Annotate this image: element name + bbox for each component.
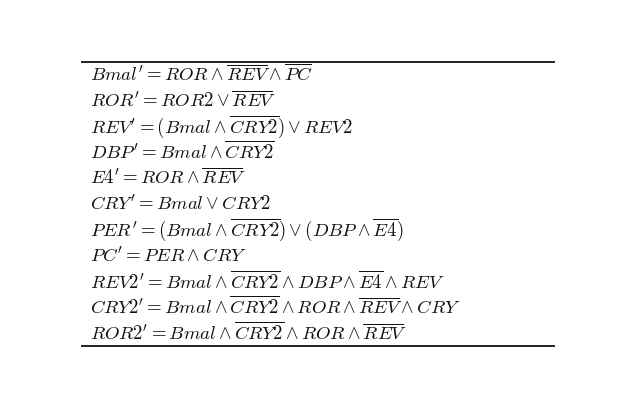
Text: $CRY2' = Bmal \wedge \overline{CRY2} \wedge ROR \wedge \overline{REV} \wedge CRY: $CRY2' = Bmal \wedge \overline{CRY2} \we… (89, 296, 460, 318)
Text: $PC' = PER \wedge CRY$: $PC' = PER \wedge CRY$ (89, 246, 247, 265)
Text: $E4' = ROR \wedge \overline{REV}$: $E4' = ROR \wedge \overline{REV}$ (89, 168, 246, 188)
Text: $REV' = (Bmal \wedge \overline{CRY2}) \vee REV2$: $REV' = (Bmal \wedge \overline{CRY2}) \v… (89, 113, 353, 140)
Text: $DBP' = Bmal \wedge \overline{CRY2}$: $DBP' = Bmal \wedge \overline{CRY2}$ (89, 141, 274, 164)
Text: $ROR2' = Bmal \wedge \overline{CRY2} \wedge ROR \wedge \overline{REV}$: $ROR2' = Bmal \wedge \overline{CRY2} \we… (89, 322, 407, 344)
Text: $PER' = (Bmal \wedge \overline{CRY2}) \vee (DBP \wedge \overline{E4})$: $PER' = (Bmal \wedge \overline{CRY2}) \v… (89, 216, 403, 243)
Text: $ROR' = ROR2 \vee \overline{REV}$: $ROR' = ROR2 \vee \overline{REV}$ (89, 90, 276, 111)
Text: $REV2' = Bmal \wedge \overline{CRY2} \wedge DBP \wedge \overline{E4} \wedge REV$: $REV2' = Bmal \wedge \overline{CRY2} \we… (89, 270, 445, 292)
Text: $Bmal' = ROR \wedge \overline{REV} \wedge \overline{PC}$: $Bmal' = ROR \wedge \overline{REV} \wedg… (89, 64, 312, 85)
Text: $CRY' = Bmal \vee CRY2$: $CRY' = Bmal \vee CRY2$ (89, 194, 270, 213)
